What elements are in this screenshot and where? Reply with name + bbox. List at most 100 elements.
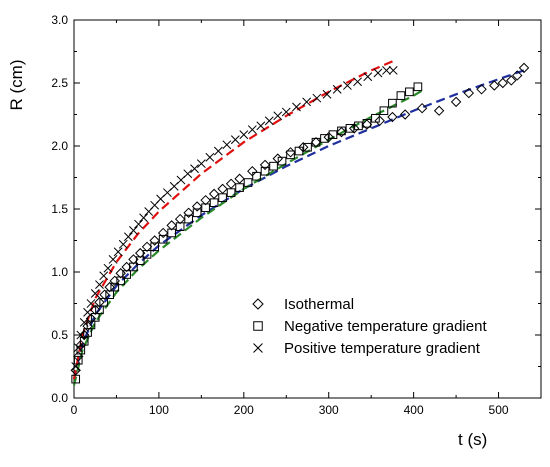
x-tick-label: 400 xyxy=(404,403,424,417)
square-marker xyxy=(379,106,389,116)
x-marker xyxy=(343,81,352,90)
fit-line xyxy=(72,69,525,380)
y-tick-label: 2.5 xyxy=(51,76,68,90)
x-marker xyxy=(382,65,391,75)
square-marker xyxy=(235,183,244,192)
square-marker xyxy=(150,242,159,252)
x-marker xyxy=(113,247,123,257)
diamond-marker xyxy=(183,207,194,218)
x-marker xyxy=(213,146,223,156)
y-tick-label: 0.0 xyxy=(51,391,68,405)
legend-x-marker xyxy=(253,343,263,353)
diamond-marker xyxy=(374,115,385,127)
diamond-marker xyxy=(387,111,398,123)
diamond-marker xyxy=(259,159,271,171)
x-marker xyxy=(108,254,118,264)
square-marker xyxy=(252,171,261,181)
x-marker xyxy=(86,299,96,308)
x-marker xyxy=(79,317,89,327)
square-marker xyxy=(345,124,355,133)
x-marker xyxy=(118,239,128,249)
diamond-marker xyxy=(518,62,530,74)
diamond-marker xyxy=(78,329,90,341)
square-marker xyxy=(396,91,406,100)
x-marker xyxy=(353,77,362,87)
x-tick-label: 0 xyxy=(71,403,78,417)
x-marker xyxy=(222,140,232,150)
x-marker xyxy=(83,307,92,317)
data-points xyxy=(70,62,530,384)
square-marker xyxy=(311,137,321,147)
diamond-marker xyxy=(82,320,93,332)
x-marker xyxy=(264,116,274,126)
square-marker xyxy=(260,166,270,176)
square-marker xyxy=(303,142,312,152)
square-marker xyxy=(79,336,89,346)
y-tick-label: 1.5 xyxy=(51,202,68,216)
x-marker xyxy=(281,107,291,117)
legend-square-marker xyxy=(253,321,263,331)
square-marker xyxy=(105,290,114,300)
square-marker xyxy=(354,121,363,131)
square-marker xyxy=(269,161,278,171)
diamond-marker xyxy=(217,183,228,195)
diamond-marker xyxy=(450,96,462,108)
x-marker xyxy=(196,159,206,169)
square-marker xyxy=(209,198,219,208)
x-marker xyxy=(363,72,373,82)
y-tick-label: 3.0 xyxy=(51,13,68,27)
diamond-marker xyxy=(174,213,186,225)
x-marker xyxy=(73,343,83,353)
x-tick-label: 100 xyxy=(149,403,169,417)
x-marker xyxy=(71,362,81,371)
square-marker xyxy=(142,250,152,259)
x-marker xyxy=(129,226,138,235)
y-tick-label: 1.0 xyxy=(51,265,68,279)
axis-ticks: 0 100 200 300 400 500 0.0 0.5 1.0 1.5 2.0 2.5 3.0 xyxy=(51,13,541,417)
square-marker xyxy=(135,256,145,265)
diamond-marker xyxy=(310,137,322,148)
x-marker xyxy=(388,65,398,75)
x-marker xyxy=(302,97,312,107)
x-marker xyxy=(239,130,249,140)
x-marker xyxy=(139,213,149,223)
square-marker xyxy=(175,222,185,231)
square-marker xyxy=(99,297,109,307)
square-marker xyxy=(71,374,81,384)
diamond-marker xyxy=(348,123,360,134)
square-marker xyxy=(405,87,414,97)
x-marker xyxy=(230,135,240,145)
diamond-marker xyxy=(476,84,487,95)
x-marker xyxy=(247,125,257,135)
square-marker xyxy=(122,270,131,279)
legend: Isothermal Negative temperature gradient P… xyxy=(252,296,487,357)
diamond-marker xyxy=(141,241,153,253)
square-marker xyxy=(286,150,295,160)
square-marker xyxy=(277,156,287,166)
x-marker xyxy=(134,219,143,229)
diamond-marker xyxy=(109,275,120,287)
diamond-marker xyxy=(104,281,115,293)
x-marker xyxy=(190,164,199,174)
legend-diamond-marker xyxy=(252,298,264,310)
x-tick-label: 200 xyxy=(234,403,254,417)
diamond-marker xyxy=(285,147,296,158)
square-marker xyxy=(167,228,176,238)
x-marker xyxy=(322,89,332,99)
diamond-marker xyxy=(234,173,245,184)
diamond-marker xyxy=(208,188,220,200)
diamond-marker xyxy=(73,351,84,362)
diamond-marker xyxy=(90,304,101,316)
diamond-marker xyxy=(497,77,508,89)
diamond-marker xyxy=(149,235,160,246)
diamond-marker xyxy=(489,80,500,91)
square-marker xyxy=(294,146,304,156)
square-marker xyxy=(116,276,126,286)
x-marker xyxy=(103,263,113,273)
x-marker xyxy=(95,280,104,290)
diamond-marker xyxy=(99,289,110,300)
x-marker xyxy=(273,111,283,121)
diamond-marker xyxy=(463,87,475,99)
diamond-marker xyxy=(115,268,126,279)
